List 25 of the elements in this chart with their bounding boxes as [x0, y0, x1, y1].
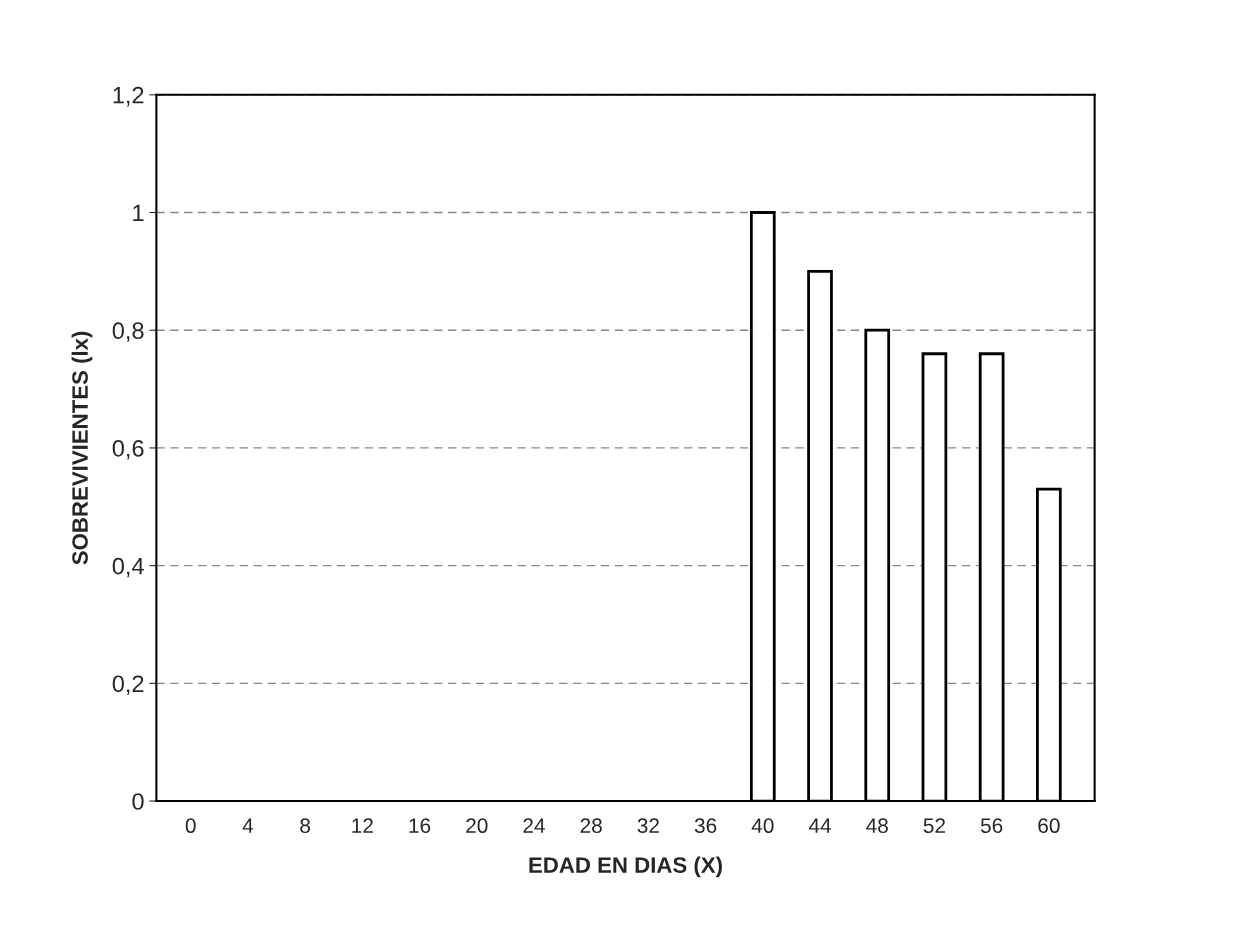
- x-tick-label: 8: [300, 818, 311, 834]
- y-tick-label: 1: [133, 204, 144, 222]
- x-tick-label: 0: [185, 818, 196, 834]
- y-tick-label: 0,8: [112, 322, 144, 342]
- y-tick-label: 0,6: [112, 440, 144, 460]
- x-tick-label: 40: [751, 818, 774, 834]
- x-tick-label: 4: [242, 818, 254, 833]
- y-tick-label: 0: [132, 793, 144, 810]
- x-tick-label: 16: [409, 818, 431, 834]
- y-tick-label: 0,4: [112, 557, 144, 578]
- x-tick-label: 60: [1038, 818, 1060, 834]
- x-tick-label: 24: [523, 818, 545, 833]
- x-tick-label: 28: [580, 818, 602, 834]
- x-tick-label: 56: [980, 818, 1003, 834]
- y-tick-label: 1,2: [113, 86, 144, 107]
- x-tick-label: 36: [694, 818, 717, 834]
- x-tick-label: 32: [637, 818, 659, 834]
- x-tick-label: 48: [866, 818, 888, 834]
- y-tick-label: 0,2: [112, 675, 144, 695]
- x-axis-title: EDAD EN DIAS (X): [529, 856, 722, 878]
- x-tick-label: 44: [808, 818, 831, 833]
- x-tick-label: 20: [466, 818, 488, 834]
- x-tick-label: 12: [352, 818, 373, 833]
- y-axis-title: SOBREVIVIENTES (lx): [71, 331, 93, 565]
- x-tick-label: 52: [923, 818, 945, 834]
